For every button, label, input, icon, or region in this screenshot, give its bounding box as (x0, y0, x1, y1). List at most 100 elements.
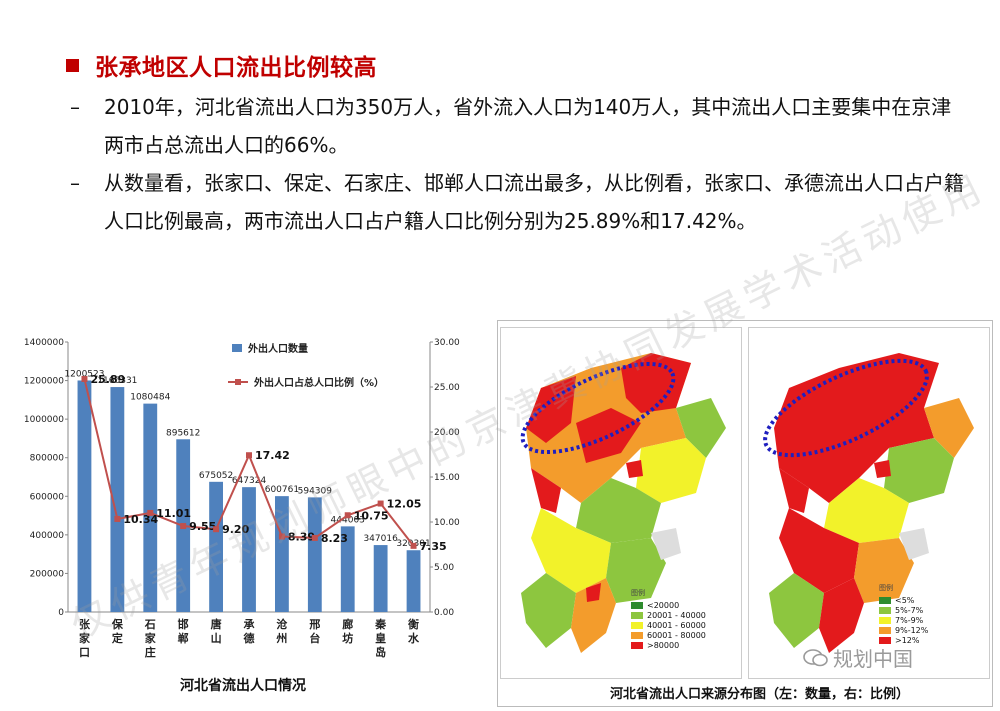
legend-swatch (631, 611, 643, 619)
ratio-point (278, 533, 285, 540)
legend-item: 9%-12% (879, 625, 928, 635)
ratio-point (147, 509, 154, 516)
x-tick-label: 保定 (111, 617, 124, 645)
legend-label: 7%-9% (895, 615, 924, 625)
x-tick-label: 邯郸 (178, 617, 189, 645)
logo-text: 规划中国 (833, 647, 913, 671)
map-left-quantity: 图例 <20000 20001 - 40000 40001 - 60000 60… (500, 327, 742, 679)
legend-ratio: 图例 <5% 5%-7% 7%-9% 9%-12% >12% (879, 583, 928, 645)
hebei-map-ratio (763, 353, 974, 653)
bullet-item: – 2010年，河北省流出人口为350万人，省外流入人口为140万人，其中流出人… (70, 88, 970, 164)
y-right-tick-label: 0.00 (434, 608, 454, 618)
ratio-point (81, 375, 88, 382)
map-right-ratio: 图例 <5% 5%-7% 7%-9% 9%-12% >12% (748, 327, 990, 679)
legend-label: 9%-12% (895, 625, 929, 635)
legend-quantity: 图例 <20000 20001 - 40000 40001 - 60000 60… (631, 588, 706, 650)
logo: 规划中国 (803, 643, 913, 672)
bullet-text: 2010年，河北省流出人口为350万人，省外流入人口为140万人，其中流出人口主… (104, 95, 952, 157)
legend-item: >80000 (631, 640, 706, 650)
ratio-point (311, 534, 318, 541)
bar-data-label: 600761 (265, 485, 299, 495)
y-right-tick-label: 25.00 (434, 383, 460, 393)
hebei-map-quantity (520, 353, 726, 653)
y-left-tick-label: 400000 (30, 531, 65, 541)
y-left-tick-label: 1400000 (24, 338, 64, 348)
legend-label: <5% (895, 595, 915, 605)
ratio-data-label: 12.05 (387, 498, 422, 511)
ratio-point (344, 512, 351, 519)
ratio-data-label: 7.35 (420, 540, 447, 553)
bar (406, 550, 421, 612)
legend-swatch-bar (232, 344, 242, 352)
bar (242, 487, 256, 612)
x-tick-label: 沧州 (275, 617, 287, 645)
bar (307, 497, 322, 612)
bullet-text: 从数量看，张家口、保定、石家庄、邯郸人口流出最多，从比例看，张家口、承德流出人口… (104, 171, 964, 233)
legend-swatch (879, 596, 891, 604)
ratio-point (213, 526, 220, 533)
ratio-point (246, 452, 252, 459)
bar (274, 496, 289, 612)
ratio-point (377, 500, 384, 507)
bar (110, 387, 125, 612)
legend-title: 图例 (879, 584, 893, 592)
bullet-marker: – (70, 171, 80, 195)
legend-item: <5% (879, 595, 928, 605)
bar-data-label: 444003 (331, 515, 365, 525)
legend-swatch (631, 621, 643, 629)
y-left-tick-label: 200000 (30, 569, 65, 579)
x-tick-label: 邢台 (308, 618, 320, 645)
map-caption: 河北省流出人口来源分布图（左：数量，右：比例） (610, 687, 910, 702)
x-tick-label: 石家庄 (144, 618, 157, 659)
legend-swatch (631, 601, 643, 609)
bar-data-label: 347016 (363, 534, 398, 544)
bullet-marker: – (70, 95, 80, 119)
bar-data-label: 1200523 (64, 369, 104, 379)
chart-caption: 河北省流出人口情况 (180, 678, 306, 694)
bar-data-label: 647324 (232, 476, 267, 486)
legend-item: >12% (879, 635, 928, 645)
bar (143, 403, 158, 612)
title-bullet-square (66, 58, 79, 72)
ratio-data-label: 11.01 (156, 507, 191, 520)
bar (340, 526, 355, 612)
x-tick-label: 秦皇岛 (374, 617, 387, 659)
legend-label: >12% (895, 635, 920, 645)
ratio-data-label: 10.75 (354, 509, 389, 522)
ratio-point (114, 515, 121, 522)
ratio-data-label: 25.89 (90, 373, 125, 386)
y-left-tick-label: 1000000 (24, 415, 64, 425)
wechat-icon (803, 648, 828, 666)
ratio-point (180, 523, 187, 530)
outflow-chart: 0 200000 400000 600000 800000 1000000 1200000 1… (10, 330, 480, 707)
slide-title: 张承地区人口流出比例较高 (95, 55, 377, 81)
bullet-item: – 从数量看，张家口、保定、石家庄、邯郸人口流出最多，从比例看，张家口、承德流出… (70, 164, 970, 240)
x-tick-label: 衡水 (408, 617, 420, 645)
y-left-tick-label: 1200000 (24, 377, 64, 387)
legend-swatch (879, 606, 891, 614)
bar (373, 545, 388, 612)
legend-swatch (879, 616, 891, 624)
legend-swatch (879, 626, 891, 634)
y-left-tick-label: 0 (58, 608, 64, 618)
ratio-data-label: 9.20 (222, 523, 249, 536)
bar-data-label: 1166331 (97, 376, 137, 386)
x-tick-label: 张家口 (79, 617, 91, 659)
ratio-data-label: 9.55 (189, 520, 216, 533)
slide-title-row: 张承地区人口流出比例较高 (66, 48, 377, 82)
bar-data-label: 675052 (199, 471, 233, 481)
ratio-data-label: 10.34 (123, 513, 158, 526)
ratio-data-label: 8.23 (321, 532, 348, 545)
legend-swatch (631, 641, 643, 649)
y-left-tick-label: 800000 (30, 454, 65, 464)
legend-item: 60001 - 80000 (631, 630, 706, 640)
bullet-list: – 2010年，河北省流出人口为350万人，省外流入人口为140万人，其中流出人… (70, 88, 970, 240)
bar-data-label: 895612 (166, 428, 200, 438)
legend-marker-line (235, 379, 241, 385)
legend-label: 5%-7% (895, 605, 924, 615)
legend-item: <20000 (631, 600, 706, 610)
y-right-tick-label: 15.00 (434, 473, 460, 483)
x-tick-label: 廊坊 (342, 617, 353, 645)
legend-label-line: 外出人口占总人口比例（%） (253, 376, 384, 389)
legend-item: 5%-7% (879, 605, 928, 615)
